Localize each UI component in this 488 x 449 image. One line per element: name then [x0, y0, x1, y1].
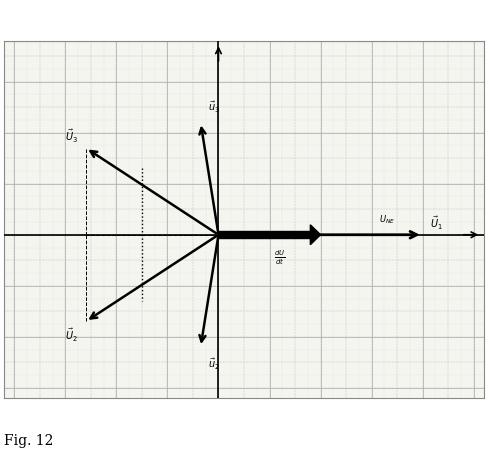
Text: $\vec{U}_2$: $\vec{U}_2$ [65, 326, 78, 344]
Text: $\vec{u}_3$: $\vec{u}_3$ [208, 100, 220, 115]
Text: Fig. 12: Fig. 12 [4, 434, 54, 448]
Polygon shape [310, 225, 321, 245]
Text: $\vec{U}_1$: $\vec{U}_1$ [430, 215, 443, 232]
Text: $U_{NE}$: $U_{NE}$ [379, 213, 395, 225]
Text: $\vec{u}_2$: $\vec{u}_2$ [208, 357, 220, 372]
Text: $\vec{U}_3$: $\vec{U}_3$ [65, 128, 78, 145]
Text: $\frac{dU}{dt}$: $\frac{dU}{dt}$ [274, 249, 285, 267]
